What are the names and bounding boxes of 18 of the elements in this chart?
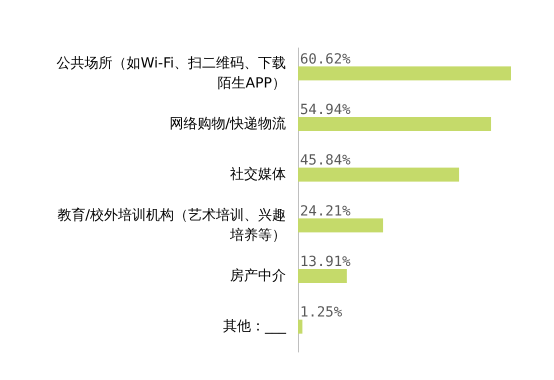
bar [298,66,511,80]
bar [298,117,492,131]
data-label: 45.84% [300,152,352,169]
bar [298,218,384,232]
data-label: 60.62% [300,51,352,68]
y-tick-label: 教育/校外培训机构（艺术培训、兴趣培养等） [57,206,286,244]
data-label: 13.91% [300,254,352,270]
y-tick-label: 公共场所（如Wi-Fi、扫二维码、下载陌生APP） [56,55,286,92]
y-tick-label: 社交媒体 [230,166,286,183]
y-tick-label: 其他：___ [223,318,287,335]
y-tick-label: 房产中介 [230,268,286,284]
data-label: 24.21% [300,203,352,220]
data-label: 54.94% [300,102,352,118]
bar [298,320,302,334]
bar [298,168,460,182]
data-label: 1.25% [300,304,343,321]
bar [298,269,347,283]
y-tick-label: 网络购物/快递物流 [169,116,286,132]
